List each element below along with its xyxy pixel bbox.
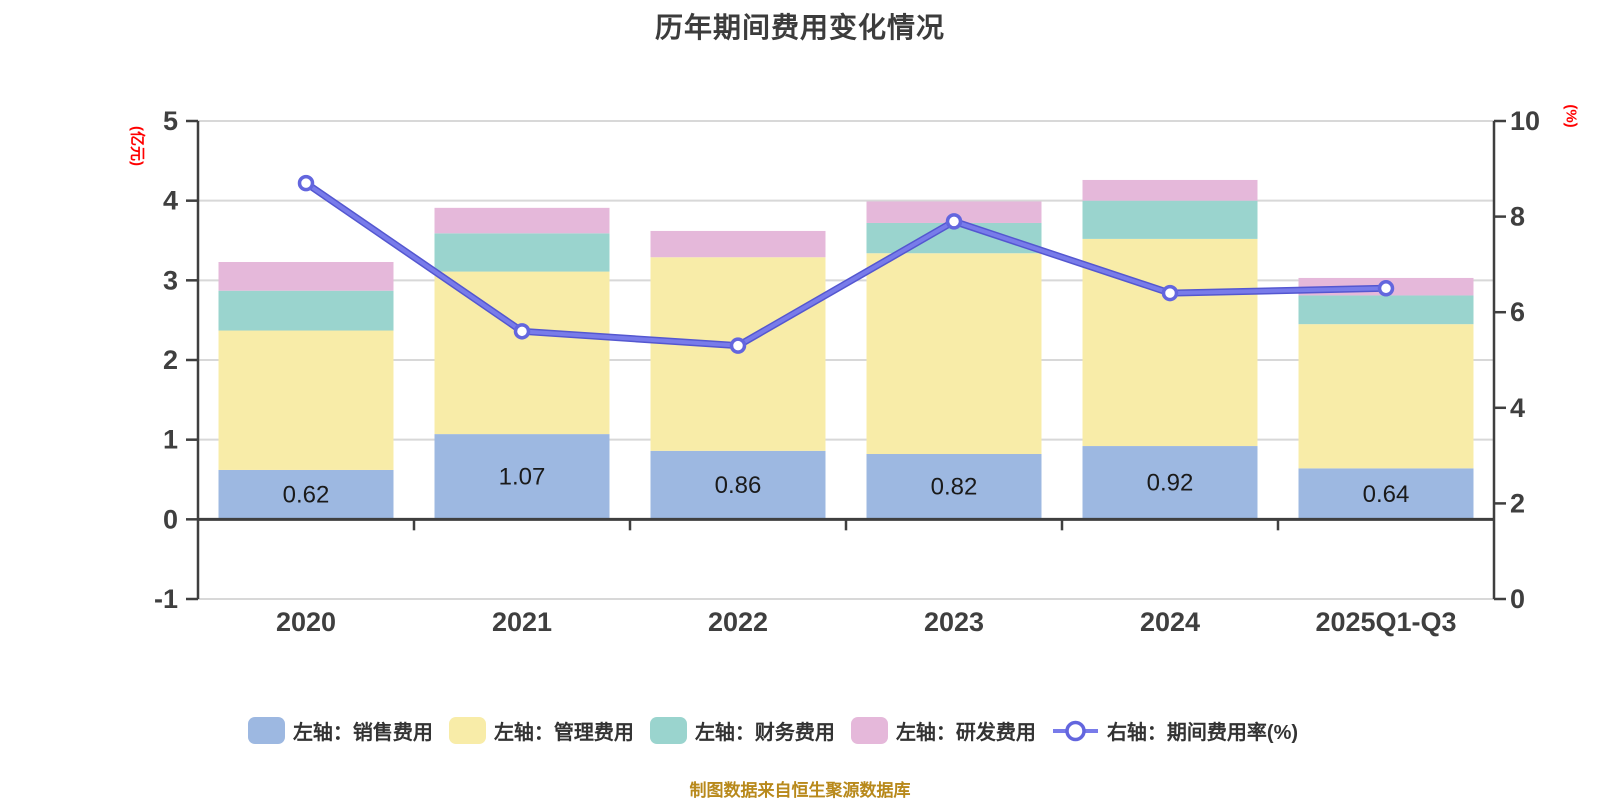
legend-label: 左轴：研发费用 xyxy=(895,722,1036,744)
legend-item[interactable]: 左轴：财务费用 xyxy=(649,716,835,745)
bar-segment[interactable] xyxy=(866,454,1042,520)
right-axis-tick-label: 0 xyxy=(1510,584,1525,614)
right-axis-tick-label: 4 xyxy=(1510,393,1525,423)
rate-line[interactable] xyxy=(304,181,1388,348)
bar-segment[interactable] xyxy=(650,230,826,258)
x-axis-category-label: 2021 xyxy=(492,607,552,637)
x-axis-category-label: 2020 xyxy=(276,607,336,637)
rate-line-marker[interactable] xyxy=(729,337,747,354)
bar-segment[interactable] xyxy=(434,233,610,272)
bar-value-label: 0.82 xyxy=(931,474,978,501)
legend-item[interactable]: 右轴：期间费用率(%) xyxy=(1052,716,1298,745)
legend-label: 左轴：管理费用 xyxy=(493,722,634,744)
legend-swatch-icon xyxy=(649,717,687,744)
bar-segment[interactable] xyxy=(650,257,826,451)
bar-value-label: 0.62 xyxy=(283,482,330,509)
right-axis-tick-label: 10 xyxy=(1510,106,1540,136)
legend-item[interactable]: 左轴：销售费用 xyxy=(247,716,433,745)
bar-segment[interactable] xyxy=(1082,446,1258,520)
bar-segment[interactable] xyxy=(1298,324,1474,469)
bar-segment[interactable] xyxy=(1082,179,1258,201)
bar-value-label: 0.92 xyxy=(1147,470,1194,497)
bar-segment[interactable] xyxy=(866,201,1042,223)
right-axis-tick-label: 2 xyxy=(1510,488,1525,518)
legend-swatch-icon xyxy=(850,717,888,744)
left-axis-tick-label: 2 xyxy=(163,345,178,375)
rate-line-marker[interactable] xyxy=(1377,280,1395,297)
bar-segment[interactable] xyxy=(1082,200,1258,239)
bar-value-label: 1.07 xyxy=(499,464,546,491)
x-axis-category-label: 2022 xyxy=(708,607,768,637)
bar-segment[interactable] xyxy=(218,330,394,470)
legend-swatch-icon xyxy=(448,717,486,744)
bar-value-label: 0.86 xyxy=(715,472,762,499)
bar-value-label: 0.64 xyxy=(1363,481,1410,508)
right-axis-tick-label: 6 xyxy=(1510,297,1525,327)
x-axis-category-label: 2024 xyxy=(1140,607,1200,637)
legend: 左轴：销售费用 左轴：管理费用 左轴：财务费用 左轴：研发费用 右轴：期间费用率(%) xyxy=(0,716,1573,745)
rate-line-marker[interactable] xyxy=(513,323,531,340)
bar-segment[interactable] xyxy=(218,290,394,331)
rate-line-marker[interactable] xyxy=(1161,284,1179,302)
left-axis-tick-label: 1 xyxy=(163,425,178,455)
legend-label: 左轴：销售费用 xyxy=(292,722,433,744)
left-axis-tick-label: 3 xyxy=(163,265,178,295)
left-axis-tick-label: 0 xyxy=(163,504,178,534)
bar-segment[interactable] xyxy=(650,450,826,520)
legend-swatch-icon xyxy=(247,717,285,744)
x-axis-category-label: 2025Q1-Q3 xyxy=(1315,607,1456,637)
legend-item[interactable]: 左轴：管理费用 xyxy=(448,716,634,745)
left-axis-tick-label: 4 xyxy=(163,186,178,216)
data-source-note: 制图数据来自恒生聚源数据库 xyxy=(689,781,911,800)
right-axis-tick-label: 8 xyxy=(1510,202,1525,232)
legend-line-marker-icon xyxy=(1052,720,1098,741)
bar-segment[interactable] xyxy=(434,207,610,234)
legend-label: 右轴：期间费用率(%) xyxy=(1106,722,1299,744)
bar-segment[interactable] xyxy=(1298,468,1474,520)
legend-item[interactable]: 左轴：研发费用 xyxy=(850,716,1036,745)
bar-segment[interactable] xyxy=(218,262,394,291)
bar-segment[interactable] xyxy=(1298,295,1474,325)
bar-segment[interactable] xyxy=(866,253,1042,455)
rate-line-marker[interactable] xyxy=(945,213,963,230)
bar-segment[interactable] xyxy=(434,434,610,520)
bar-segment[interactable] xyxy=(218,469,394,520)
left-axis-tick-label: 5 xyxy=(163,106,178,136)
rate-line-marker[interactable] xyxy=(297,174,315,192)
legend-label: 左轴：财务费用 xyxy=(694,722,835,744)
left-axis-tick-label: -1 xyxy=(154,584,178,614)
x-axis-category-label: 2023 xyxy=(924,607,984,637)
bar-segment[interactable] xyxy=(434,271,610,435)
chart-title: 历年期间费用变化情况 xyxy=(654,12,945,43)
